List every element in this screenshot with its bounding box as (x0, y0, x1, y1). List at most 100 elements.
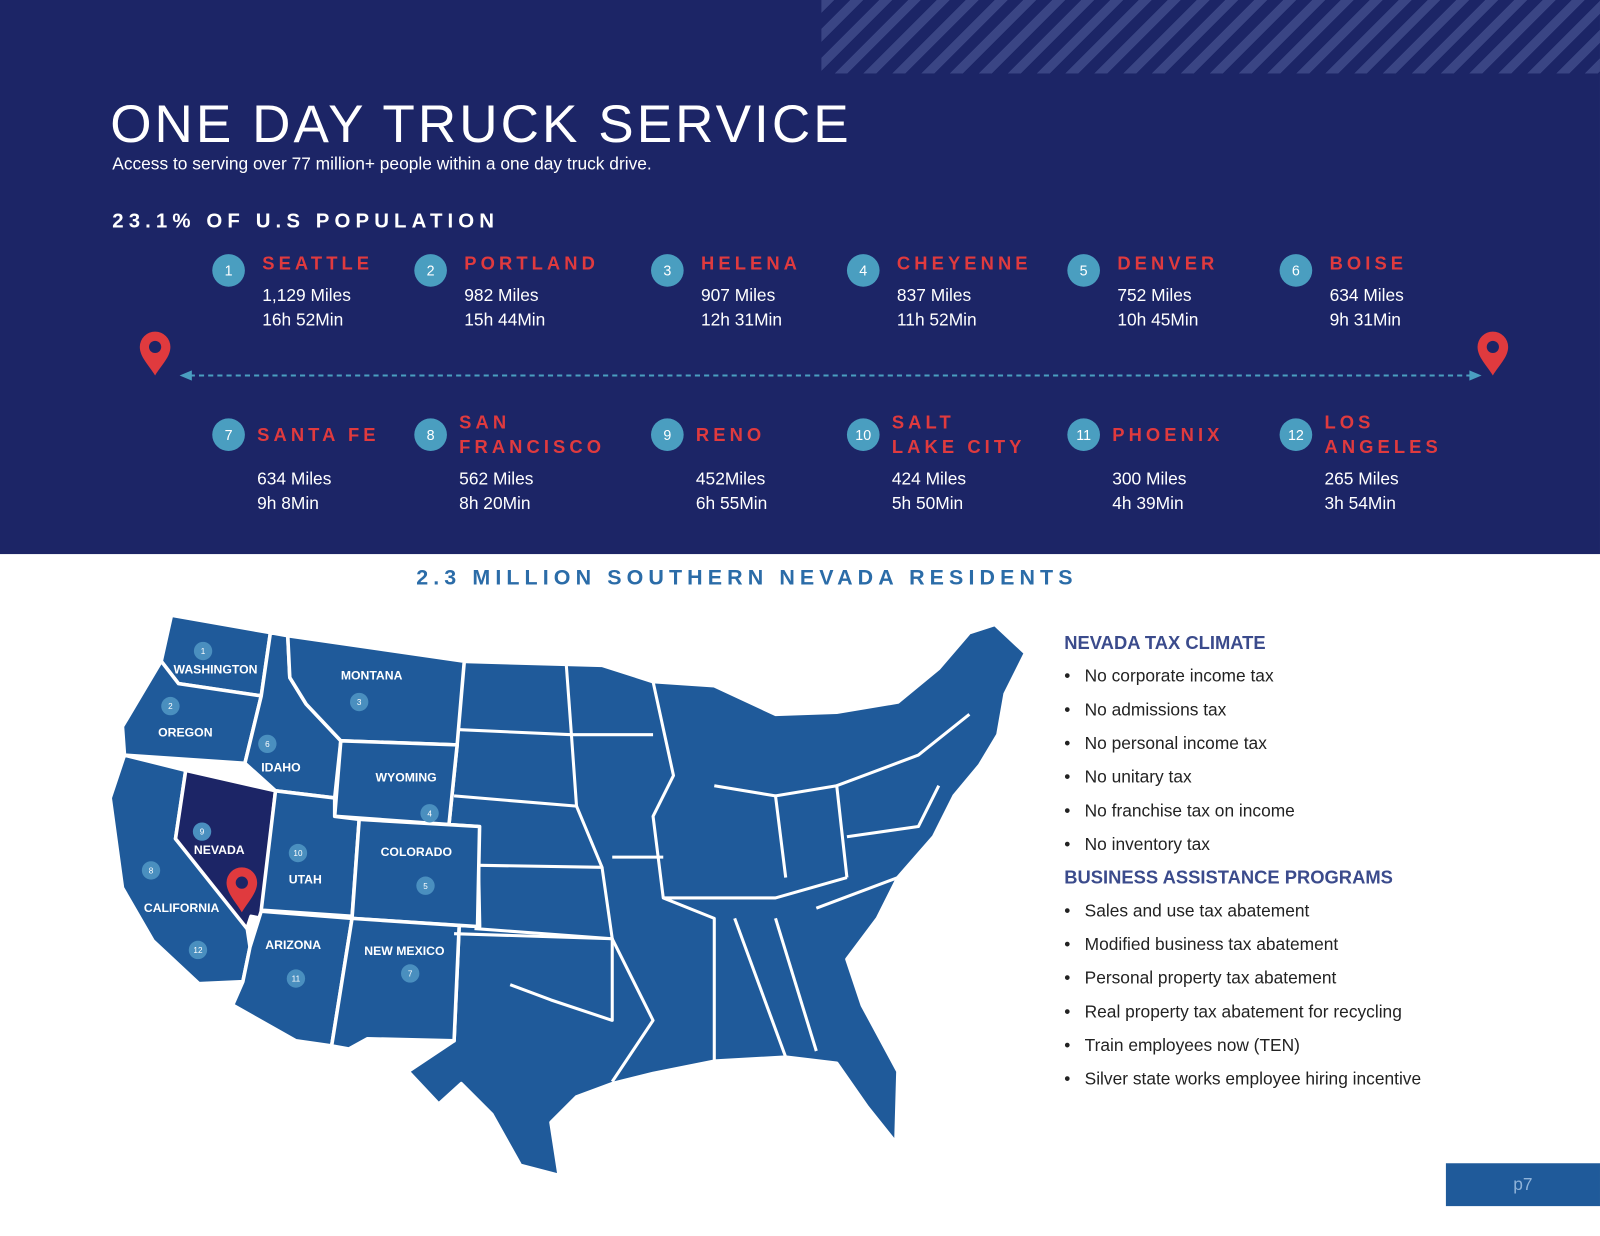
list-item: No franchise tax on income (1064, 801, 1421, 823)
state-new-mexico (329, 916, 461, 1051)
city-name-line: HELENA (701, 253, 802, 274)
city-time: 8h 20Min (459, 493, 531, 514)
city-time: 16h 52Min (262, 310, 344, 330)
state-number: 3 (357, 698, 362, 707)
city-name-line: SEATTLE (262, 253, 374, 274)
page-title: ONE DAY TRUCK SERVICE (110, 94, 852, 155)
map-pin-icon (1477, 331, 1509, 376)
state-number-badge (258, 734, 277, 754)
city-name-line: CHEYENNE (896, 253, 1032, 274)
state-label: WASHINGTON (173, 662, 257, 676)
state-labels: WASHINGTON OREGON MONTANA WYOMING COLORA… (144, 662, 452, 958)
map-pin-icon (139, 331, 171, 376)
city-name-line: SANTA FE (257, 424, 380, 445)
city-number-badge: 5 (1067, 254, 1100, 287)
city-distance: 300 Miles 4h 39Min (1112, 467, 1186, 516)
city-miles: 300 Miles (1112, 469, 1187, 489)
city-name-line: SAN (459, 412, 511, 433)
city-miles: 634 Miles (257, 469, 332, 489)
city-distance: 982 Miles 15h 44Min (464, 284, 545, 333)
city-number-badge: 10 (846, 418, 880, 452)
arrow-right-icon (1469, 370, 1482, 381)
state-number-badge (416, 876, 435, 895)
state-label: COLORADO (381, 845, 452, 859)
city-time: 9h 8Min (257, 493, 319, 514)
list-item: Modified business tax abatement (1064, 935, 1421, 957)
city-name: BOISE (1330, 251, 1408, 275)
state-number: 12 (193, 946, 203, 955)
list-item: No admissions tax (1064, 700, 1421, 722)
state-number-badge (349, 692, 369, 712)
state-label: CALIFORNIA (144, 901, 220, 915)
state-label: MONTANA (341, 669, 403, 683)
state-colorado (350, 817, 482, 929)
city-name-line: DENVER (1117, 253, 1219, 274)
city-distance: 562 Miles 8h 20Min (459, 467, 533, 516)
city-distance: 634 Miles 9h 31Min (1330, 284, 1404, 333)
state-number: 8 (149, 866, 154, 875)
city-name: HELENA (701, 251, 801, 275)
city-name: CHEYENNE (897, 251, 1032, 275)
city-miles: 634 Miles (1329, 285, 1404, 306)
city-name-line: ANGELES (1324, 436, 1442, 458)
city-distance: 1,129 Miles 16h 52Min (262, 284, 351, 333)
city-name: SAN FRANCISCO (459, 410, 605, 459)
page-subtitle: Access to serving over 77 million+ peopl… (112, 154, 652, 174)
city-distance: 424 Miles 5h 50Min (892, 467, 966, 516)
city-name-line: BOISE (1329, 253, 1408, 274)
business-programs-heading: BUSINESS ASSISTANCE PROGRAMS (1064, 867, 1393, 888)
city-name: SEATTLE (262, 251, 373, 275)
city-name: RENO (696, 422, 765, 446)
city-name: PHOENIX (1112, 422, 1223, 446)
state-number-badge (288, 843, 308, 863)
city-miles: 982 Miles (464, 285, 539, 306)
population-stat: 23.1% OF U.S POPULATION (112, 210, 500, 233)
list-item: Sales and use tax abatement (1064, 901, 1421, 923)
city-name-line: LOS (1324, 412, 1375, 433)
state-number-badge (420, 804, 439, 823)
list-item: Personal property tax abatement (1064, 968, 1421, 990)
state-number: 10 (293, 849, 303, 858)
city-distance: 634 Miles 9h 8Min (257, 467, 331, 516)
city-number-badge: 1 (212, 254, 245, 287)
state-number: 7 (408, 970, 413, 979)
arrow-left-icon (179, 370, 192, 381)
state-number-badge (192, 822, 212, 841)
city-distance: 837 Miles 11h 52Min (897, 284, 977, 333)
truck-service-banner: ONE DAY TRUCK SERVICE Access to serving … (0, 0, 1600, 555)
state-label: IDAHO (261, 760, 300, 774)
state-number-badge (188, 940, 208, 960)
city-time: 11h 52Min (896, 310, 977, 330)
city-time: 15h 44Min (464, 310, 546, 330)
city-miles: 265 Miles (1324, 469, 1399, 489)
city-name-line: RENO (695, 424, 766, 445)
city-time: 5h 50Min (891, 493, 964, 514)
state-number: 6 (265, 740, 270, 749)
city-miles: 452Miles (695, 469, 766, 489)
city-name-line: PORTLAND (464, 253, 599, 274)
city-miles: 1,129 Miles (262, 285, 351, 306)
state-label: NEVADA (194, 843, 245, 857)
state-label: WYOMING (376, 771, 437, 785)
city-name: PORTLAND (464, 251, 599, 275)
tax-climate-section: NEVADA TAX CLIMATE No corporate income t… (1064, 633, 1421, 1092)
state-label: UTAH (289, 873, 322, 887)
eastern-state-borders (453, 665, 971, 1083)
city-name: DENVER (1117, 251, 1218, 275)
city-miles: 907 Miles (701, 285, 776, 306)
page-number: p7 (1445, 1163, 1600, 1207)
city-time: 6h 55Min (695, 493, 768, 514)
list-item: Silver state works employee hiring incen… (1064, 1069, 1421, 1091)
city-name-line: SALT (891, 412, 955, 433)
city-time: 9h 31Min (1329, 310, 1401, 330)
state-rest-of-us (406, 622, 1028, 1178)
city-name: LOS ANGELES (1324, 410, 1441, 459)
city-number-badge: 8 (414, 418, 447, 452)
city-time: 4h 39Min (1112, 493, 1184, 514)
city-number-badge: 7 (212, 418, 245, 452)
state-number-badge (193, 641, 213, 661)
route-graphic (139, 331, 1509, 381)
list-item: Train employees now (TEN) (1064, 1036, 1421, 1058)
list-item: No unitary tax (1064, 767, 1421, 789)
state-number-badge (286, 969, 306, 988)
